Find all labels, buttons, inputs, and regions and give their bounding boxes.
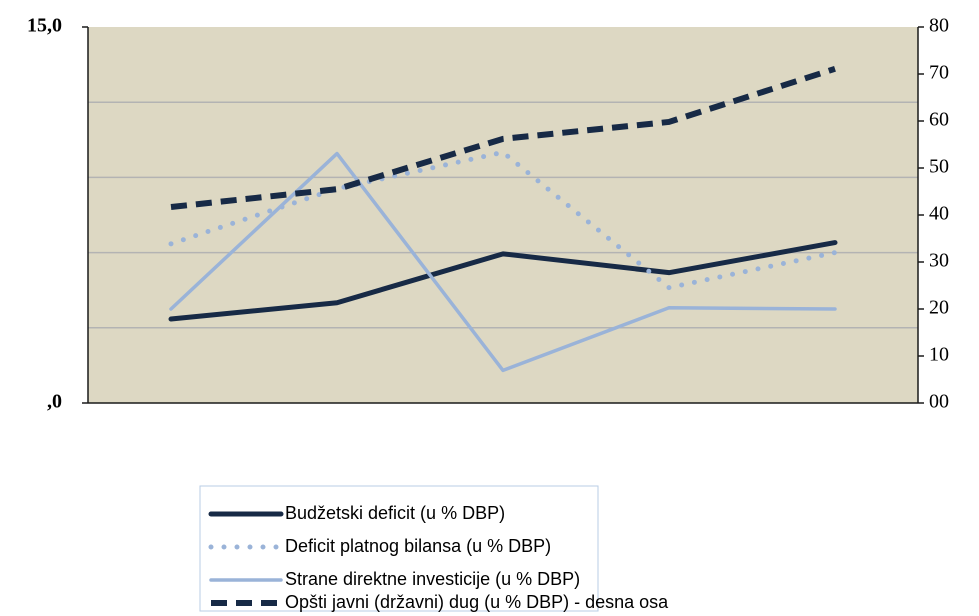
y2-tick-label: 10 [929, 344, 949, 366]
plot-area [88, 27, 918, 403]
series-line [168, 240, 838, 322]
y2-tick-label: 00 [929, 391, 949, 413]
y2-tick-label: 30 [929, 250, 949, 272]
legend-label: Opšti javni (državni) dug (u % DBP) - de… [285, 592, 669, 612]
series-line [169, 151, 837, 373]
y2-tick-label: 20 [929, 297, 949, 319]
y2-tick-label: 40 [929, 203, 949, 225]
y2-tick-label: 60 [929, 109, 949, 131]
y2-tick-label: 80 [929, 15, 949, 37]
y2-tick-label: 50 [929, 156, 949, 178]
series-line [170, 65, 836, 210]
legend-label: Budžetski deficit (u % DBP) [285, 503, 505, 523]
legend-box [199, 485, 599, 612]
y-tick-label: 15,0 [27, 15, 62, 37]
y-tick-label: ,0 [47, 391, 62, 413]
legend-label: Deficit platnog bilansa (u % DBP) [285, 536, 551, 556]
legend-label: Strane direktne investicije (u % DBP) [285, 569, 580, 589]
y2-tick-label: 70 [929, 62, 949, 84]
